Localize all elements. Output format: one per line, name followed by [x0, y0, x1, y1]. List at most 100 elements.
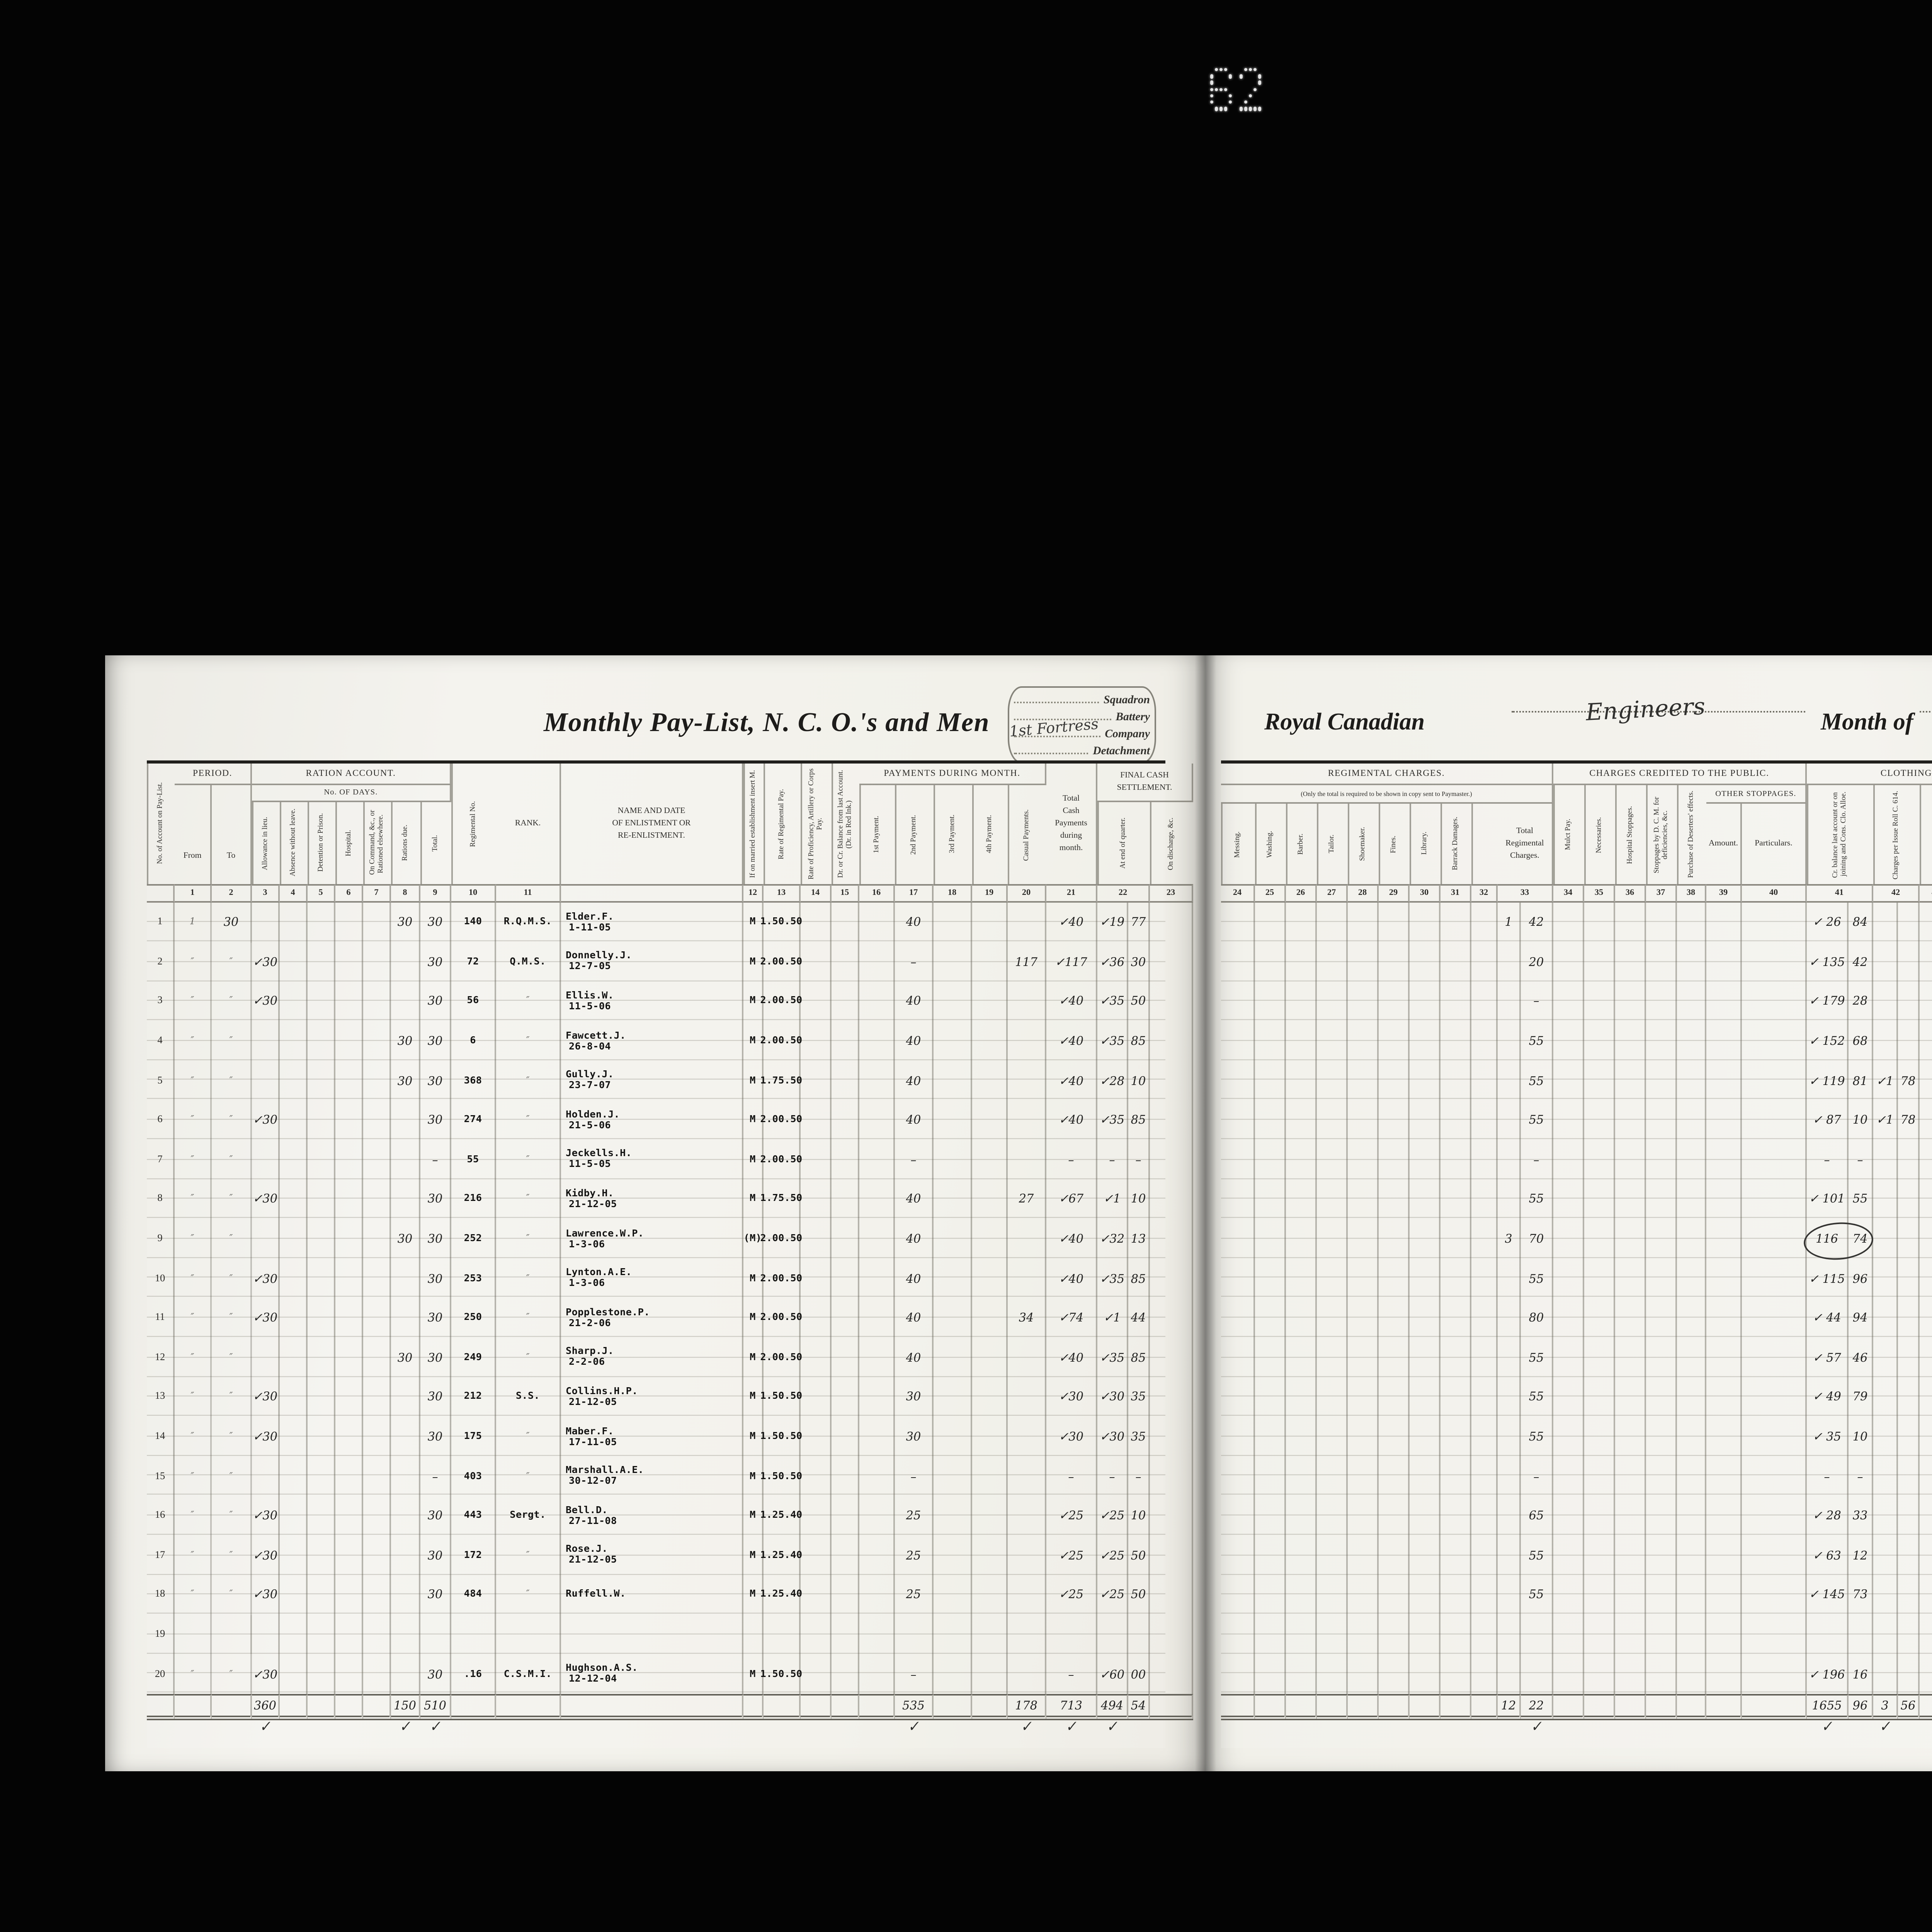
cell-rations-due: 30 — [391, 1021, 420, 1061]
tick-prof — [799, 1719, 833, 1750]
col-barber: Barber. — [1286, 804, 1317, 884]
cell-roll-dollars — [1873, 1654, 1898, 1694]
total-qd: 494 — [1097, 1694, 1128, 1720]
name-value: Collins.H.P. — [566, 1386, 638, 1397]
cell-mulct — [1553, 942, 1584, 982]
cell-amount — [1706, 1456, 1742, 1496]
cell-other-debits — [1920, 1654, 1932, 1694]
cell-rations-due: 30 — [391, 1338, 420, 1378]
cell-necess — [1584, 1654, 1615, 1694]
cell-c32 — [1471, 1614, 1498, 1655]
cell-amount — [1706, 942, 1742, 982]
cell-tailor — [1317, 1179, 1348, 1219]
cell-other-debits — [1920, 1496, 1932, 1536]
cell-messing — [1221, 942, 1255, 982]
cell-payment-1 — [859, 1298, 895, 1338]
col-number: 21 — [1046, 884, 1097, 903]
row-number: 14 — [147, 1417, 175, 1457]
cell-fines — [1379, 1614, 1410, 1655]
cell-barber — [1286, 1614, 1317, 1655]
punch-dot — [1223, 107, 1228, 111]
cell-rate: 2.00.50 — [760, 1140, 802, 1180]
cell-rank: S.S. — [496, 1377, 561, 1417]
cell-cr-last-dollars: ✓ 101 — [1807, 1179, 1849, 1219]
cell-barrack — [1440, 903, 1471, 942]
col-number: 42 — [1873, 884, 1920, 903]
punch-dot — [1257, 81, 1261, 85]
tick-p1 — [858, 1718, 896, 1750]
col-number: 32 — [1471, 884, 1498, 903]
cell-quarter-cents: 50 — [1128, 1575, 1150, 1615]
cell-rate: 1.75.50 — [760, 1179, 802, 1219]
cell-detention — [308, 1614, 335, 1655]
cell-allowance — [252, 1219, 280, 1259]
cell-total-cash: ✓40 — [1046, 1100, 1097, 1140]
cell-rations-due — [391, 1298, 420, 1338]
cell-library — [1410, 1536, 1440, 1575]
cell-reg-dollars — [1498, 1536, 1521, 1575]
cell-to: ″ — [212, 1456, 252, 1496]
cell-total-cash: – — [1046, 1456, 1097, 1496]
cell-detention — [308, 942, 335, 982]
cell-roll-cents — [1898, 1575, 1920, 1615]
cell-mulct — [1553, 1140, 1584, 1180]
col-discharge: On discharge, &c. — [1150, 802, 1193, 884]
cell-barrack — [1440, 1021, 1471, 1061]
cell-mulct — [1553, 1021, 1584, 1061]
cell-name: Marshall.A.E. 30-12-07 — [561, 1456, 743, 1496]
cell-awol — [280, 1536, 308, 1575]
cell-payment-1 — [859, 942, 895, 982]
cell-library — [1410, 1417, 1440, 1457]
name-value: Holden.J. — [566, 1109, 620, 1121]
cell-detention — [308, 1140, 335, 1180]
cell-other-debits — [1920, 1456, 1932, 1496]
cell-married: M — [743, 942, 764, 982]
cell-other-debits — [1920, 1180, 1932, 1219]
rank-value: ″ — [526, 1273, 530, 1284]
col-number: 9 — [420, 884, 451, 903]
col-number: 39 — [1706, 884, 1742, 903]
cell-washing — [1255, 1456, 1286, 1496]
pay-row: –––––7P.BenoitMajor RCEStaff Officer RCE — [1221, 1140, 1932, 1180]
cell-roll-dollars — [1873, 903, 1898, 942]
rank-value: R.Q.M.S. — [503, 917, 552, 928]
tick-from — [173, 1718, 213, 1750]
cell-rate: 2.00.50 — [760, 942, 802, 982]
col-married: If on married establishment insert M. — [743, 764, 764, 884]
cell-payment-4 — [972, 1377, 1008, 1417]
cell-name — [561, 1614, 743, 1655]
cell-payment-2: 40 — [895, 1298, 934, 1338]
col-number: 33 — [1498, 884, 1553, 903]
total-from — [175, 1694, 212, 1720]
cell-balance — [832, 1338, 859, 1378]
cell-rank: ″ — [496, 1338, 561, 1378]
cell-oncommand — [363, 1456, 391, 1496]
cell-rate: 1.25.40 — [760, 1496, 802, 1536]
tick-tc: ✓ — [1065, 1719, 1078, 1736]
total-hosp — [335, 1694, 363, 1720]
cell-other-debits — [1920, 1615, 1932, 1654]
cell-washing — [1255, 1536, 1286, 1575]
cell-cr-last-cents: 74 — [1849, 1219, 1873, 1259]
cell-roll-dollars — [1873, 1298, 1898, 1338]
row-number: 19 — [147, 1614, 175, 1655]
cell-c32 — [1471, 1377, 1498, 1417]
cell-payment-1 — [859, 1061, 895, 1100]
punch-dot — [1219, 107, 1223, 111]
cell-allowance: ✓30 — [252, 1179, 280, 1219]
cell-payment-1 — [859, 1338, 895, 1378]
cell-quarter-dollars: ✓35 — [1097, 1100, 1128, 1140]
left-page: Monthly Pay-List, N. C. O.'s and Men Squ… — [105, 655, 1206, 1771]
cell-allowance — [252, 903, 280, 942]
cell-oncommand — [363, 1100, 391, 1140]
punch-dot — [1248, 107, 1252, 111]
rank-value: ″ — [526, 1154, 530, 1165]
cell-roll-cents — [1898, 981, 1920, 1022]
tick-bal — [830, 1719, 861, 1749]
cell-roll-cents: 78 — [1898, 1061, 1920, 1100]
cell-washing — [1255, 1614, 1286, 1655]
total-necess — [1584, 1694, 1615, 1720]
cell-fines — [1379, 1575, 1410, 1615]
cell-fines — [1379, 1061, 1410, 1100]
cell-married: (M) — [743, 1219, 764, 1259]
